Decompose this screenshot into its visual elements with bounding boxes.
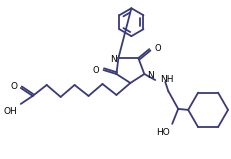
Text: HO: HO [156, 128, 170, 137]
Text: O: O [92, 66, 99, 75]
Text: O: O [11, 83, 18, 91]
Text: NH: NH [160, 76, 173, 84]
Text: OH: OH [3, 107, 17, 116]
Text: O: O [154, 44, 160, 53]
Text: N: N [109, 55, 116, 64]
Text: N: N [147, 70, 153, 80]
